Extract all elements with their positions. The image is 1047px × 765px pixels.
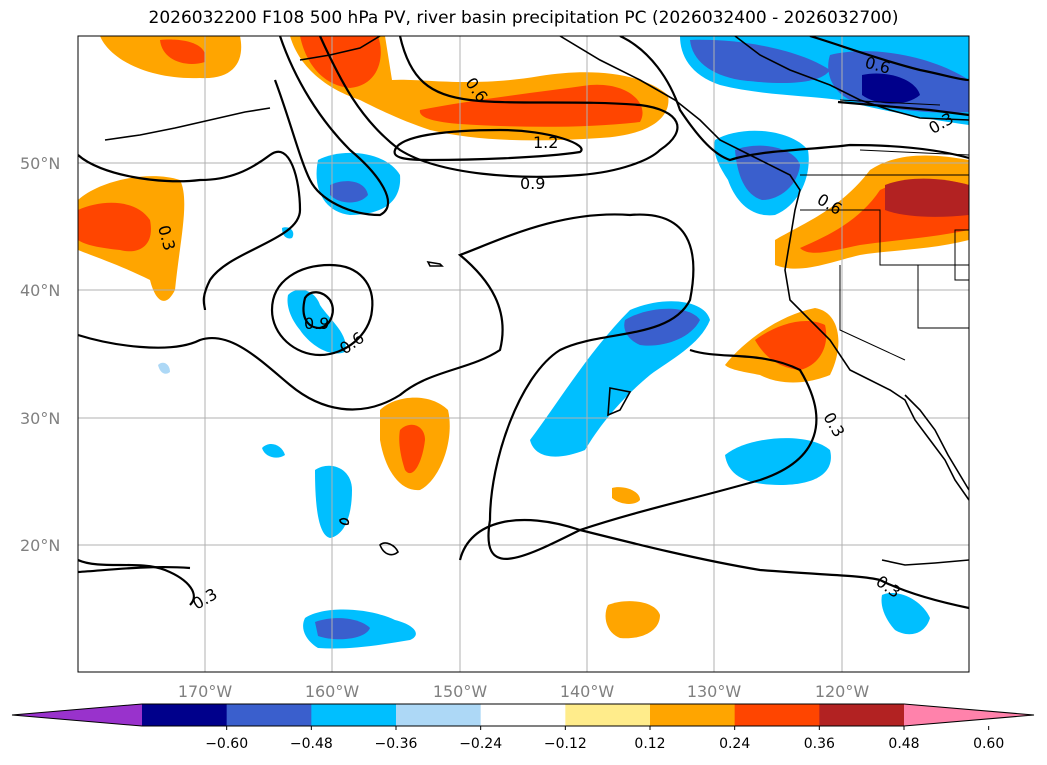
colorbar-segment	[734, 704, 820, 726]
anomaly-pos	[399, 424, 425, 474]
anomaly-neg	[315, 618, 370, 640]
pv-contours	[78, 36, 969, 610]
colorbar-segment	[142, 704, 228, 726]
anomaly-neg	[158, 362, 170, 374]
anomaly-pos	[78, 202, 151, 252]
lon-label: 130°W	[687, 682, 742, 701]
anomaly-pos	[605, 601, 660, 639]
anomaly-pos	[612, 487, 640, 504]
lat-label: 50°N	[20, 154, 60, 173]
colorbar-tick-label: 0.12	[634, 736, 665, 752]
anomaly-neg	[287, 289, 346, 354]
colorbar-tick-label: 0.48	[888, 736, 919, 752]
colorbar-tick-label: −0.12	[544, 736, 587, 752]
anomaly-pos	[160, 39, 206, 64]
contour-label: 1.2	[533, 133, 558, 152]
colorbar-segment	[650, 704, 736, 726]
contour-label: 0.9	[520, 174, 545, 193]
coastlines	[104, 36, 969, 566]
lon-label: 140°W	[560, 682, 615, 701]
colorbar-tick-label: −0.60	[205, 736, 248, 752]
map-frame	[77, 35, 970, 673]
colorbar-tick-label: 0.60	[973, 736, 1004, 752]
lon-label: 160°W	[305, 682, 360, 701]
anomaly-neg	[862, 73, 920, 104]
contour-label: 0.3	[189, 584, 221, 613]
colorbar-segment	[396, 704, 482, 726]
anomaly-neg	[262, 444, 285, 458]
colorbar-segment	[565, 704, 651, 726]
lat-label: 40°N	[20, 281, 60, 300]
anomaly-pos	[300, 36, 381, 88]
longitude-labels: 170°W 160°W 150°W 140°W 130°W 120°W	[178, 682, 870, 701]
lat-label: 30°N	[20, 409, 60, 428]
lon-label: 150°W	[433, 682, 488, 701]
colorbar-outline	[11, 703, 1035, 727]
colorbar: −0.60 −0.48 −0.36 −0.24 −0.12 0.12 0.24 0.36 0.4…	[11, 703, 1035, 752]
lat-label: 20°N	[20, 536, 60, 555]
map-title: 2026032200 F108 500 hPa PV, river basin …	[148, 8, 899, 28]
anomaly-neg	[735, 145, 800, 200]
anomaly-neg	[725, 438, 831, 485]
lon-label: 170°W	[178, 682, 233, 701]
anomaly-neg	[315, 465, 352, 538]
anomaly-neg	[624, 308, 700, 346]
contour-label: 0.3	[819, 409, 848, 441]
anomaly-neg	[330, 181, 368, 203]
colorbar-tick-label: −0.24	[459, 736, 502, 752]
colorbar-segment	[819, 704, 905, 726]
anomaly-neg	[282, 227, 294, 239]
colorbar-segment	[480, 704, 566, 726]
colorbar-extend-low	[12, 704, 142, 726]
colorbar-tick-label: −0.48	[290, 736, 333, 752]
colorbar-tick-label: 0.24	[719, 736, 750, 752]
colorbar-extend-high	[904, 704, 1034, 726]
colorbar-tick-label: 0.36	[804, 736, 835, 752]
contour-label: 0.9	[304, 314, 329, 333]
colorbar-tick-label: −0.36	[375, 736, 418, 752]
latitude-labels: 50°N 40°N 30°N 20°N	[20, 154, 60, 555]
anomaly-neg	[881, 592, 930, 635]
anomaly-pos	[755, 320, 827, 370]
lon-label: 120°W	[815, 682, 870, 701]
colorbar-segment	[311, 704, 397, 726]
anomaly-pos	[885, 178, 969, 217]
colorbar-segment	[226, 704, 312, 726]
